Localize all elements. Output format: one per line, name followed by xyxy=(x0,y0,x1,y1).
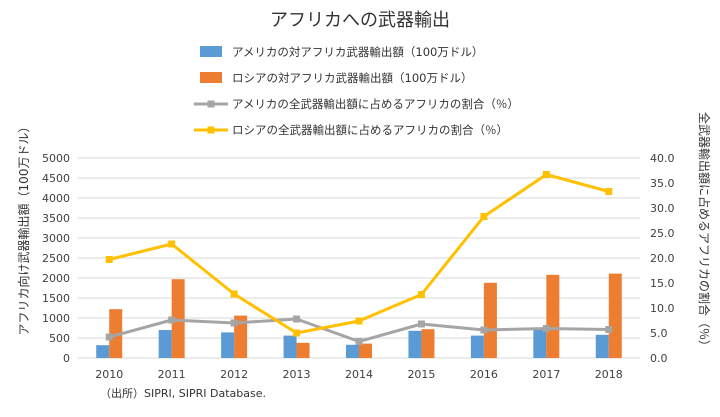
left-tick-label: 4500 xyxy=(42,172,70,185)
legend-swatch-marker xyxy=(207,126,215,134)
bar-series1-2018 xyxy=(608,273,622,358)
bar-series1-2011 xyxy=(171,279,185,358)
left-tick-label: 2500 xyxy=(42,252,70,265)
left-tick-label: 3000 xyxy=(42,232,70,245)
right-tick-label: 40.0 xyxy=(650,152,675,165)
point-series2-2018 xyxy=(605,326,613,333)
legend-swatch-marker xyxy=(207,100,215,108)
x-tick-label: 2014 xyxy=(345,368,373,381)
bar-series1-2014 xyxy=(359,343,372,358)
bar-series0-2018 xyxy=(595,334,609,358)
source-note: （出所）SIPRI, SIPRI Database. xyxy=(100,386,266,400)
bar-series1-2017 xyxy=(546,274,560,358)
x-tick-label: 2018 xyxy=(595,368,623,381)
point-series3-2017 xyxy=(542,171,550,178)
right-tick-label: 10.0 xyxy=(650,302,675,315)
bar-series0-2012 xyxy=(221,332,235,358)
point-series3-2016 xyxy=(480,213,488,220)
x-axis-ticks: 2010 2011 2012 2013 2014 2015 2016 2017 2018 xyxy=(95,368,623,381)
x-tick-label: 2011 xyxy=(158,368,186,381)
left-tick-label: 0 xyxy=(63,352,70,365)
right-axis-ticks: 0.0 5.0 10.0 15.0 20.0 25.0 30.0 35.0 40.0 xyxy=(650,152,675,365)
point-series2-2012 xyxy=(230,319,238,327)
lines xyxy=(105,171,613,345)
point-series2-2014 xyxy=(355,338,363,345)
left-tick-label: 500 xyxy=(49,332,70,345)
point-series2-2010 xyxy=(105,333,113,341)
right-tick-label: 35.0 xyxy=(650,177,675,190)
legend-label: ロシアの対アフリカ武器輸出額（100万ドル） xyxy=(232,71,472,85)
point-series3-2015 xyxy=(417,291,425,298)
legend-swatch xyxy=(200,46,222,57)
point-series2-2017 xyxy=(542,325,550,332)
bar-series1-2010 xyxy=(109,309,123,358)
left-tick-label: 5000 xyxy=(42,152,70,165)
point-series2-2016 xyxy=(480,326,488,334)
point-series3-2018 xyxy=(605,188,613,195)
bar-series0-2016 xyxy=(470,335,484,358)
bar-series1-2013 xyxy=(296,342,310,358)
x-tick-label: 2013 xyxy=(283,368,311,381)
bar-series0-2011 xyxy=(158,330,172,358)
right-tick-label: 25.0 xyxy=(650,227,675,240)
bar-series0-2010 xyxy=(96,345,110,358)
bar-series0-2013 xyxy=(283,335,297,358)
point-series2-2013 xyxy=(293,315,301,323)
bar-series0-2015 xyxy=(408,330,422,358)
left-tick-label: 4000 xyxy=(42,192,70,205)
x-tick-label: 2017 xyxy=(532,368,560,381)
left-axis-title: アフリカ向け武器輸出額（100万ドル） xyxy=(16,121,31,336)
point-series2-2011 xyxy=(168,316,176,324)
right-tick-label: 30.0 xyxy=(650,202,675,215)
point-series3-2014 xyxy=(355,317,363,325)
point-series2-2015 xyxy=(417,320,425,328)
x-tick-label: 2016 xyxy=(470,368,498,381)
point-series3-2013 xyxy=(293,329,301,337)
point-series3-2012 xyxy=(230,290,238,298)
right-tick-label: 0.0 xyxy=(650,352,668,365)
right-tick-label: 5.0 xyxy=(650,327,668,340)
legend-label: アメリカの対アフリカ武器輸出額（100万ドル） xyxy=(232,45,483,59)
right-axis-title: 全武器輸出額に占めるアフリカの割合（％） xyxy=(697,112,712,352)
bar-series0-2017 xyxy=(533,330,547,358)
bars xyxy=(96,273,622,358)
bar-series1-2016 xyxy=(483,282,497,358)
point-series3-2011 xyxy=(168,240,176,248)
chart-title: アフリカへの武器輸出 xyxy=(270,10,450,31)
left-tick-label: 1500 xyxy=(42,292,70,305)
legend-swatch xyxy=(200,72,222,83)
x-tick-label: 2015 xyxy=(407,368,435,381)
x-tick-label: 2010 xyxy=(95,368,123,381)
point-series3-2010 xyxy=(105,256,113,263)
bar-series1-2015 xyxy=(421,329,435,358)
legend-label: ロシアの全武器輸出額に占めるアフリカの割合（％） xyxy=(232,123,508,137)
left-tick-label: 1000 xyxy=(42,312,70,325)
right-tick-label: 20.0 xyxy=(650,252,675,265)
left-tick-label: 3500 xyxy=(42,212,70,225)
bar-series0-2014 xyxy=(346,344,359,358)
right-tick-label: 15.0 xyxy=(650,277,675,290)
x-tick-label: 2012 xyxy=(220,368,248,381)
legend-label: アメリカの全武器輸出額に占めるアフリカの割合（％） xyxy=(232,97,519,111)
legend: アメリカの対アフリカ武器輸出額（100万ドル） ロシアの対アフリカ武器輸出額（10… xyxy=(194,45,519,137)
left-tick-label: 2000 xyxy=(42,272,70,285)
left-axis-ticks: 0 500 1000 1500 2000 2500 3000 3500 4000 4500 5000 xyxy=(42,152,70,365)
